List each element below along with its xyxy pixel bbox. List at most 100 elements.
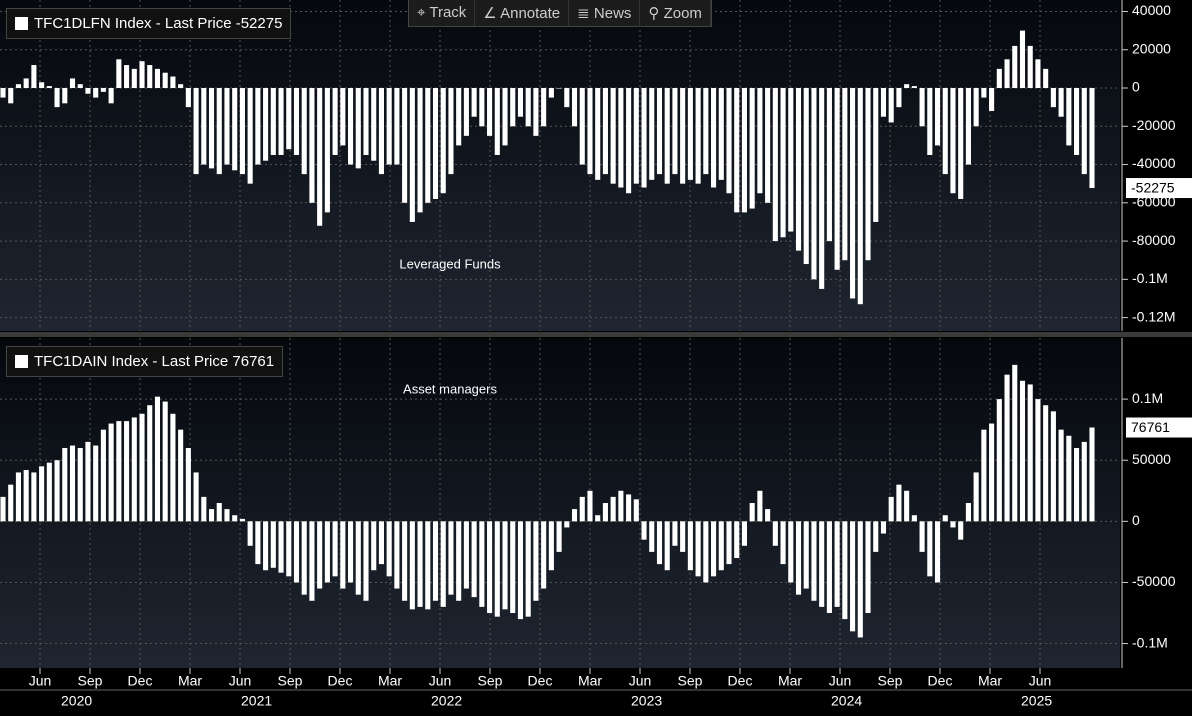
bar xyxy=(680,88,686,184)
button-label[interactable]: Annotate xyxy=(500,5,561,22)
bar xyxy=(618,88,624,188)
bar xyxy=(811,88,817,280)
bar xyxy=(502,521,508,610)
year-label: 2020 xyxy=(61,693,92,709)
bar xyxy=(579,88,585,165)
last-price-tag xyxy=(1126,417,1192,438)
bar xyxy=(0,88,6,98)
zoom-button[interactable]: ⚲ Zoom xyxy=(640,0,711,26)
bar xyxy=(124,65,130,89)
bar xyxy=(587,490,593,522)
bar xyxy=(502,88,508,146)
button-label[interactable]: Zoom xyxy=(663,5,702,22)
bar xyxy=(865,88,871,261)
bar xyxy=(85,441,91,522)
bar xyxy=(232,88,238,171)
bar xyxy=(819,88,825,289)
news-button[interactable]: ≣ News xyxy=(569,0,641,26)
bar xyxy=(1004,59,1010,89)
bar xyxy=(386,88,392,165)
x-tick-label: Sep xyxy=(478,673,503,689)
bar xyxy=(479,88,485,127)
bar xyxy=(795,521,802,595)
bar xyxy=(911,86,917,89)
bar xyxy=(108,88,114,104)
panel-divider xyxy=(0,332,1192,337)
bar xyxy=(958,521,964,540)
bar xyxy=(533,88,539,136)
bar xyxy=(394,521,400,589)
bar xyxy=(965,503,971,522)
y-tick-label: -0.1M xyxy=(1132,270,1168,286)
x-tick-label: Mar xyxy=(778,673,802,689)
bar xyxy=(286,88,292,150)
bar xyxy=(371,521,377,571)
button-label[interactable]: News xyxy=(593,5,632,22)
bar xyxy=(332,88,338,155)
bar xyxy=(826,521,832,613)
bar xyxy=(850,521,856,632)
bar xyxy=(687,88,693,180)
bar xyxy=(788,521,794,583)
bar xyxy=(100,88,106,92)
bar xyxy=(471,521,477,598)
bar xyxy=(649,88,655,180)
bar xyxy=(1012,364,1018,522)
bar xyxy=(741,88,747,213)
bar xyxy=(432,88,439,199)
bar xyxy=(880,521,887,534)
bar xyxy=(664,88,670,184)
bar xyxy=(571,88,578,127)
bar xyxy=(973,88,979,127)
bar xyxy=(93,88,99,98)
bar xyxy=(556,88,562,89)
bar xyxy=(880,88,887,117)
bar xyxy=(904,490,910,522)
bar xyxy=(394,88,400,165)
annotation: Asset managers xyxy=(403,381,497,396)
bar xyxy=(579,496,585,522)
bar xyxy=(270,88,276,155)
bar xyxy=(278,88,284,155)
bar xyxy=(517,521,524,620)
bar xyxy=(440,88,446,194)
bar xyxy=(996,399,1002,522)
track-button[interactable]: ⌖ Track xyxy=(409,0,476,26)
bar xyxy=(1027,45,1033,89)
bar xyxy=(602,503,608,522)
bar xyxy=(633,88,639,184)
bar xyxy=(1027,384,1033,522)
bar xyxy=(417,88,423,213)
bar xyxy=(695,521,701,577)
bar xyxy=(131,68,137,89)
annotate-button[interactable]: ∠ Annotate xyxy=(475,0,570,26)
bar xyxy=(62,88,68,104)
bar xyxy=(842,88,848,261)
bar xyxy=(772,521,778,546)
legend: TFC1DAIN Index - Last Price 76761 xyxy=(6,346,284,377)
bar xyxy=(780,521,786,565)
x-tick-label: Sep xyxy=(878,673,903,689)
bar xyxy=(834,521,840,607)
y-tick-label: -0.1M xyxy=(1132,634,1168,650)
bar xyxy=(734,88,740,213)
bar xyxy=(711,521,717,577)
bar xyxy=(0,496,6,522)
button-label[interactable]: Track xyxy=(429,4,467,21)
bar xyxy=(178,84,184,89)
bar xyxy=(494,521,500,617)
bar xyxy=(456,521,462,601)
bar xyxy=(324,521,330,583)
x-tick-label: Jun xyxy=(1029,673,1052,689)
bar xyxy=(363,521,369,601)
x-tick-label: Mar xyxy=(578,673,602,689)
bar xyxy=(695,88,701,184)
bar xyxy=(711,88,717,188)
bar xyxy=(873,521,879,552)
year-label: 2021 xyxy=(241,693,272,709)
bar xyxy=(656,88,663,175)
bar xyxy=(1035,399,1041,522)
bar xyxy=(69,445,76,522)
year-label: 2022 xyxy=(431,693,462,709)
